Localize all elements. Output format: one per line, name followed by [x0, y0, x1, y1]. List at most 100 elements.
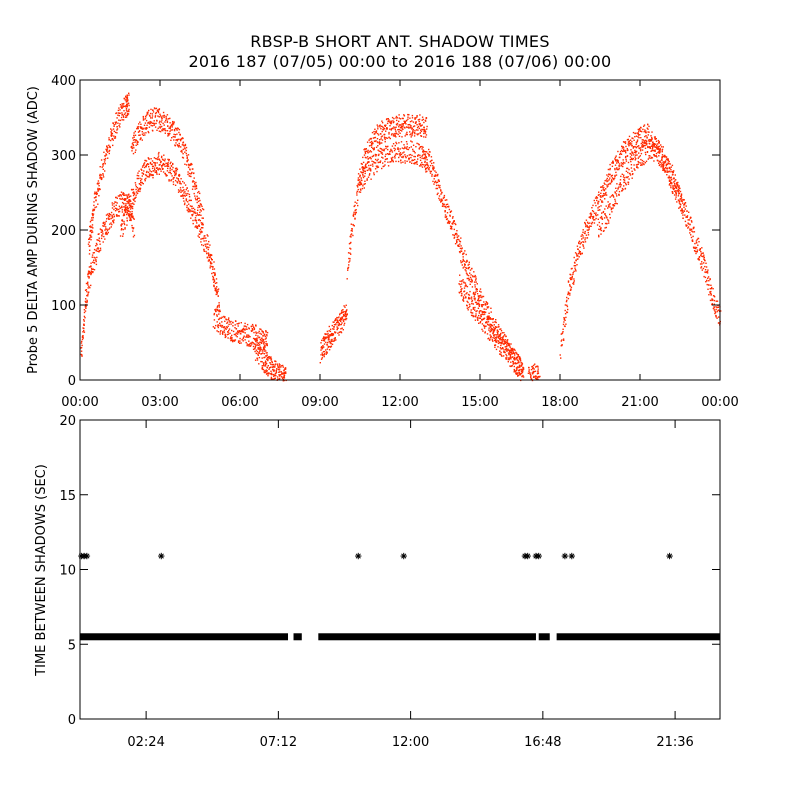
- data-point: [225, 328, 227, 330]
- data-point: [321, 348, 323, 350]
- data-point: [671, 170, 674, 173]
- data-point: [265, 340, 267, 343]
- data-point: [185, 198, 188, 201]
- data-point: [624, 187, 627, 190]
- data-point: [207, 248, 209, 251]
- data-point: [131, 147, 134, 150]
- data-point: [701, 247, 703, 249]
- data-point: [621, 189, 623, 192]
- data-point: [413, 125, 416, 127]
- data-point: [611, 162, 613, 164]
- data-point: [463, 290, 466, 292]
- data-point: [322, 354, 324, 357]
- data-point: [658, 155, 660, 157]
- data-point: [653, 145, 656, 147]
- data-point: [516, 362, 518, 365]
- data-point: [603, 229, 605, 232]
- data-point: [126, 197, 129, 199]
- data-point: [643, 142, 645, 144]
- data-point: [645, 130, 647, 132]
- data-point: [260, 353, 263, 355]
- data-point: [461, 264, 463, 266]
- data-point: [125, 209, 128, 211]
- data-point: [652, 141, 654, 143]
- data-point: [394, 154, 397, 156]
- data-point: [99, 250, 101, 252]
- data-point: [205, 240, 207, 242]
- data-point: [167, 133, 169, 135]
- data-point: [143, 132, 145, 134]
- data-point: [561, 344, 563, 347]
- data-point: [125, 204, 127, 206]
- data-point: [515, 356, 518, 359]
- data-point: [495, 326, 498, 329]
- data-point: [626, 155, 629, 157]
- data-point: [89, 271, 92, 274]
- data-point: [663, 164, 665, 167]
- data-point: [522, 376, 525, 378]
- data-point: [595, 212, 597, 214]
- data-point: [122, 233, 124, 235]
- data-point: [109, 146, 111, 149]
- data-point: [603, 217, 606, 219]
- data-point: [395, 141, 397, 144]
- data-point: [514, 359, 516, 361]
- data-point: [714, 312, 716, 315]
- data-point: [221, 326, 223, 328]
- data-point: [619, 151, 622, 153]
- data-point: [573, 281, 575, 284]
- data-point: [93, 269, 96, 271]
- data-point: [156, 162, 158, 164]
- data-point: [141, 169, 143, 171]
- data-point: [169, 162, 171, 165]
- data-point: [262, 340, 264, 342]
- data-point: [707, 276, 710, 278]
- data-point: [260, 360, 262, 363]
- data-point: [416, 124, 418, 126]
- data-point: [193, 192, 195, 195]
- data-point: [460, 286, 462, 288]
- data-point: [131, 213, 133, 215]
- data-point: [414, 117, 416, 119]
- data-point: [607, 204, 610, 206]
- data-point: [534, 363, 536, 365]
- data-point: [604, 198, 606, 200]
- data-point: [713, 306, 715, 308]
- data-point: [265, 344, 268, 346]
- data-point: [627, 181, 630, 184]
- data-point: [126, 206, 129, 208]
- data-point: [534, 370, 537, 372]
- data-point: [669, 171, 671, 173]
- data-point: [89, 221, 92, 223]
- data-point: [367, 152, 369, 154]
- data-point: [215, 308, 217, 310]
- data-point: [418, 165, 421, 167]
- data-point: [424, 169, 427, 171]
- data-point: [394, 132, 396, 135]
- data-point: [407, 148, 410, 151]
- data-point: [262, 369, 265, 371]
- data-point: [148, 114, 151, 117]
- data-point: [653, 144, 655, 146]
- data-point: [187, 171, 189, 173]
- data-point: [683, 210, 685, 212]
- data-point: [182, 137, 184, 140]
- data-point: [255, 352, 257, 355]
- data-point: [276, 363, 278, 365]
- data-point: [668, 180, 671, 182]
- data-point: [606, 174, 608, 176]
- data-point: [105, 154, 108, 156]
- data-point: [674, 184, 676, 186]
- data-point: [198, 236, 200, 238]
- data-point: [435, 175, 437, 177]
- data-point: [616, 183, 618, 185]
- data-point: [709, 278, 711, 280]
- data-point: [396, 122, 399, 125]
- data-point: [180, 146, 182, 148]
- data-point: [246, 328, 248, 330]
- data-point: [516, 356, 519, 358]
- data-point: [126, 212, 128, 214]
- data-point: [371, 163, 374, 165]
- data-point: [391, 149, 393, 152]
- data-point: [178, 138, 180, 140]
